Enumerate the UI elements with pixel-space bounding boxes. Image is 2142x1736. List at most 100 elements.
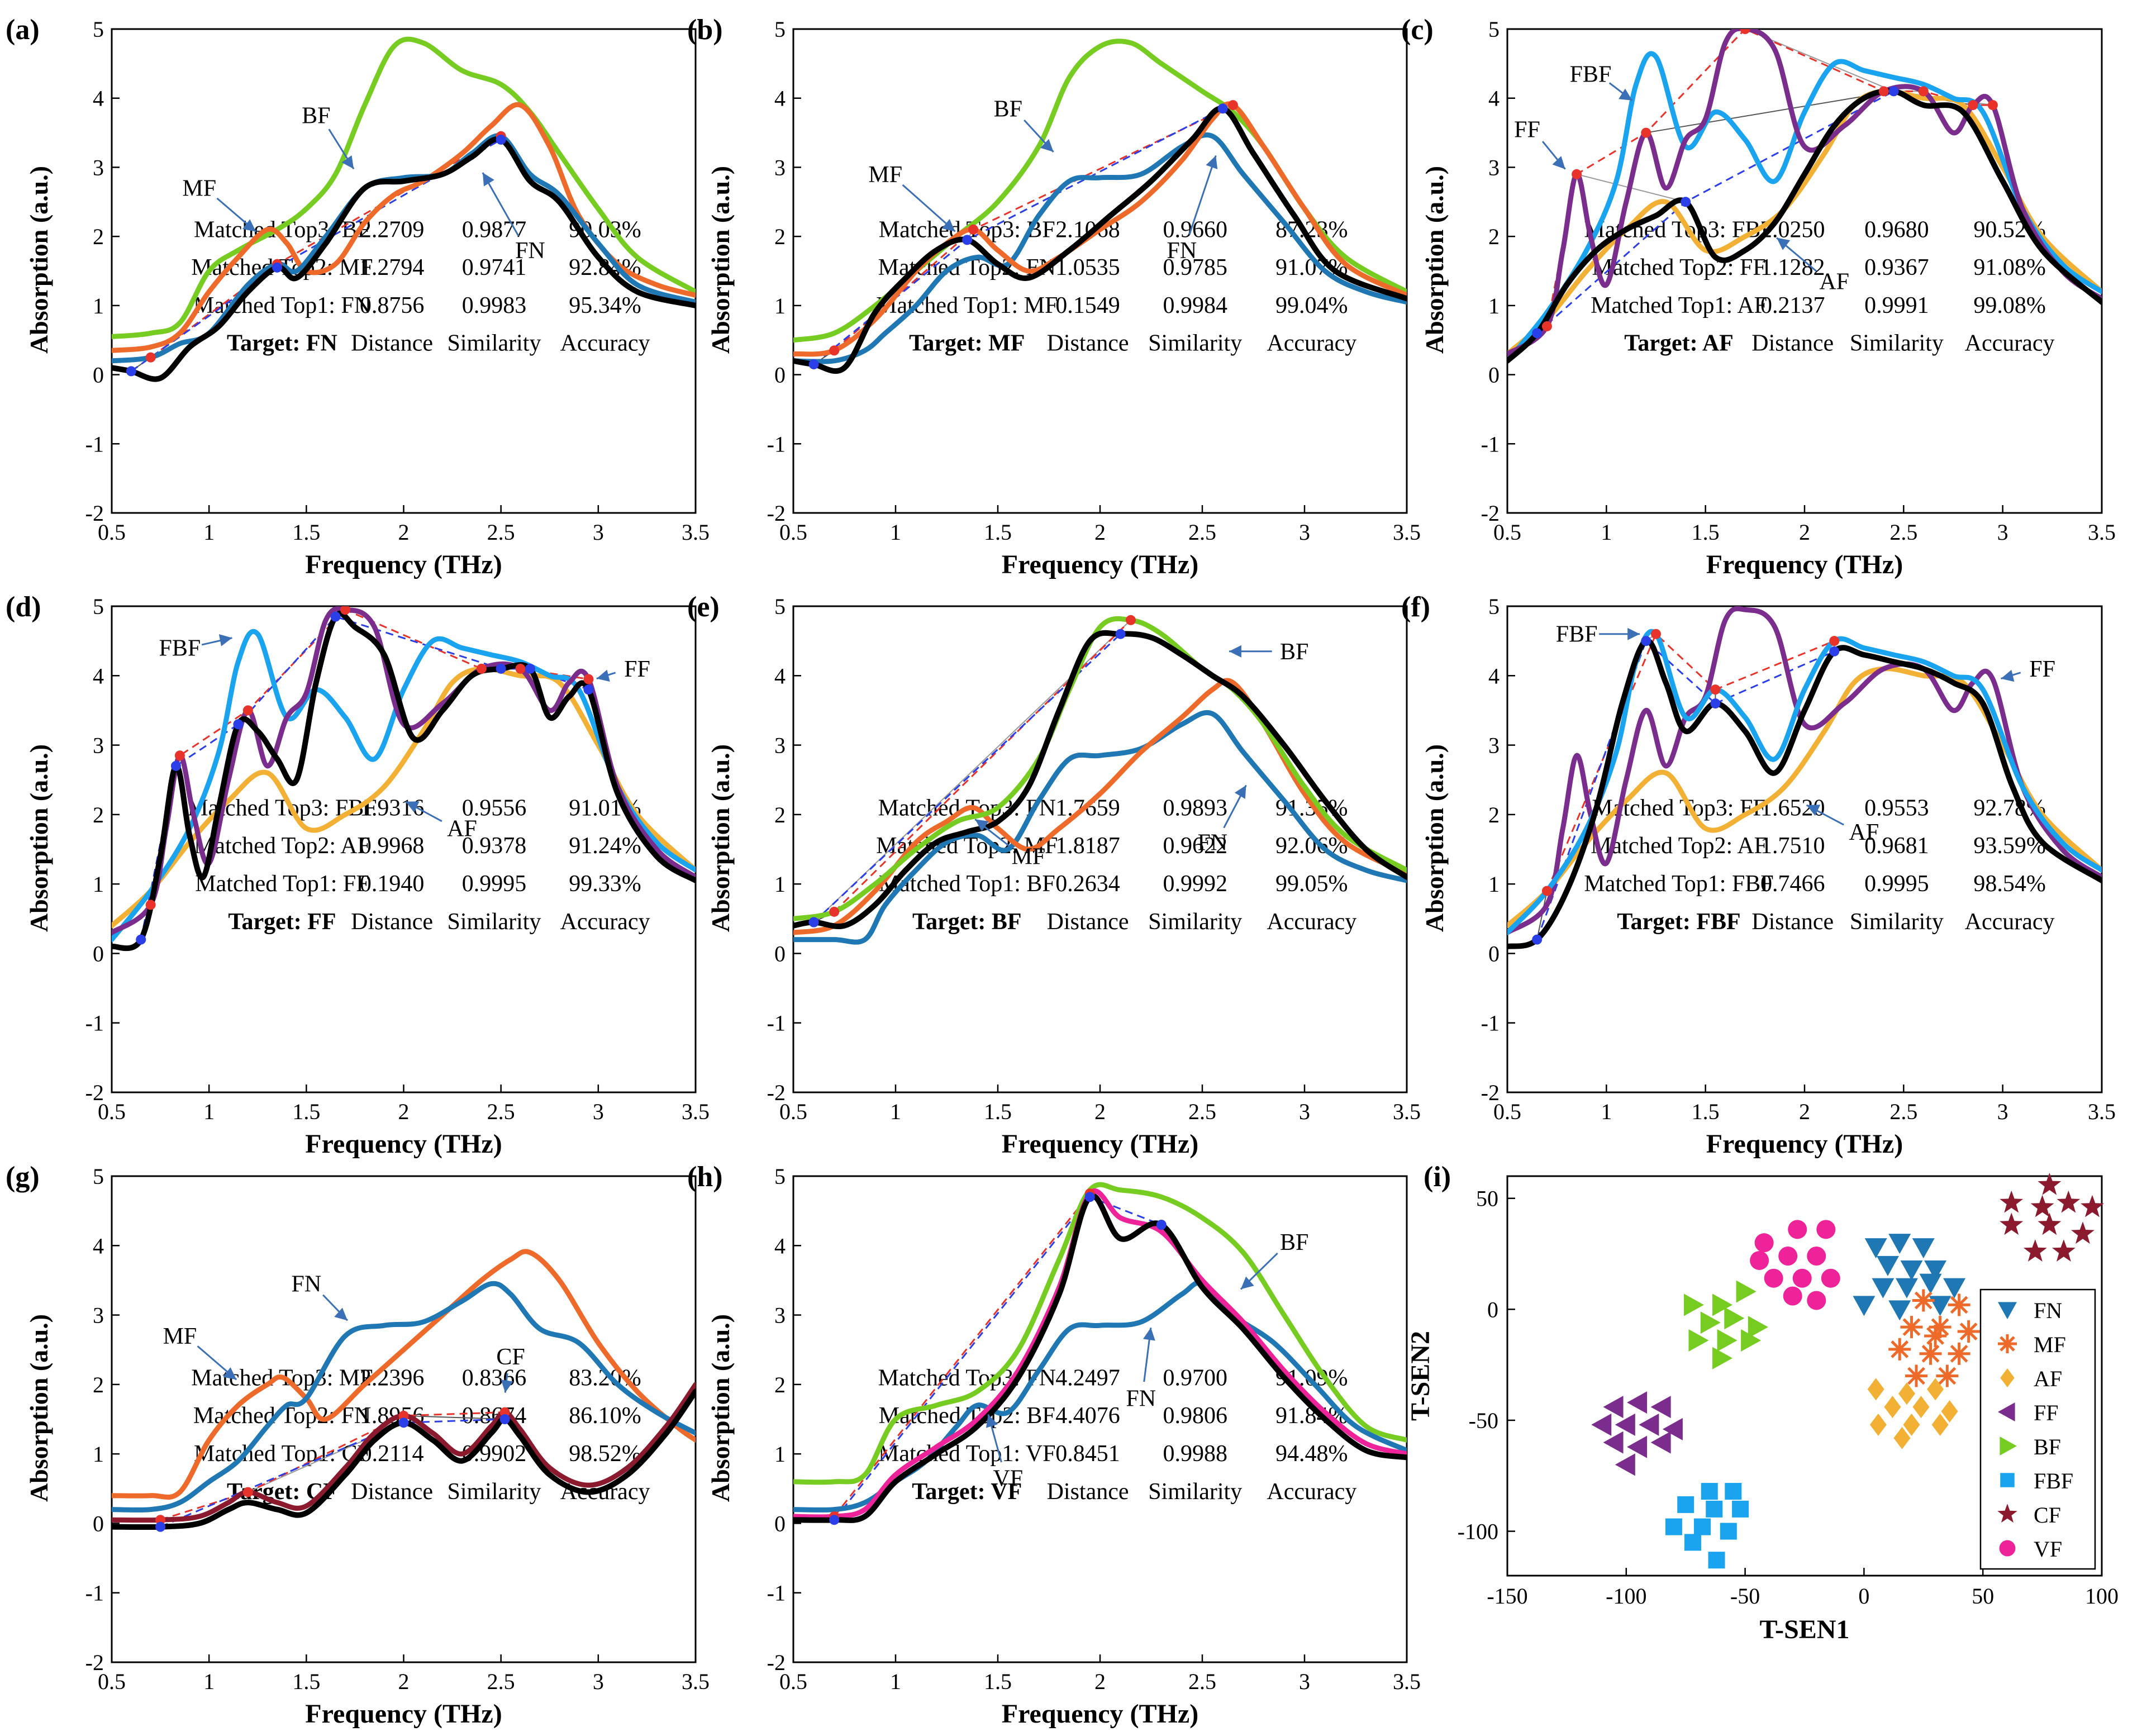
table-distance: 0.1940 [360, 871, 425, 897]
table-title: Target: FN [227, 330, 337, 356]
table-distance: 0.8451 [1055, 1441, 1120, 1467]
scatter-point [2081, 1195, 2104, 1217]
asterisk-stroke [1921, 1344, 1940, 1363]
y-tick-label: 2 [1488, 802, 1500, 827]
annotation-arrowhead [1040, 139, 1054, 152]
table-similarity: 0.9681 [1864, 833, 1929, 859]
panel-label: (i) [1424, 1161, 1451, 1193]
y-tick-label: 1 [774, 293, 786, 318]
peak-marker-target [525, 663, 535, 674]
table-similarity: 0.9785 [1163, 255, 1227, 280]
y-axis-label: Absorption (a.u.) [706, 1314, 735, 1502]
peak-marker-matched [829, 345, 840, 356]
y-tick-label: -1 [85, 1011, 104, 1036]
table-similarity: 0.9660 [1163, 217, 1227, 243]
x-axis-label: Frequency (THz) [305, 1699, 502, 1729]
scatter-point [1853, 1296, 1876, 1316]
table-similarity: 0.9741 [462, 255, 527, 280]
plot-area [1507, 29, 2102, 364]
curve-target [112, 1388, 696, 1530]
x-axis-label: Frequency (THz) [1002, 1129, 1198, 1159]
y-tick-label: -1 [767, 1581, 786, 1606]
y-tick-label: 5 [774, 17, 786, 42]
table-accuracy: 98.52% [569, 1441, 641, 1467]
scatter-point [2052, 1239, 2076, 1262]
peak-marker-matched [1651, 629, 1661, 639]
scatter-point [1948, 1293, 1970, 1316]
scatter-point [2071, 1221, 2095, 1244]
peak-marker-target [1710, 698, 1721, 708]
annotation-label: MF [868, 162, 902, 188]
y-tick-label: 5 [93, 594, 104, 619]
peak-marker-matched [1541, 886, 1552, 896]
peak-marker-matched [398, 1410, 409, 1421]
x-axis-label: Frequency (THz) [305, 550, 502, 579]
annotation-arrowhead [1552, 156, 1565, 169]
x-tick-label: 2 [398, 1099, 410, 1124]
peak-marker-target [962, 235, 973, 245]
x-tick-label: 0.5 [779, 1099, 807, 1124]
x-tick-label: 3 [593, 1669, 604, 1694]
y-tick-label: -100 [1458, 1519, 1498, 1544]
scatter-point [1706, 1500, 1723, 1518]
table-header: Accuracy [560, 330, 650, 356]
y-axis-label: Absorption (a.u.) [706, 744, 735, 932]
annotation-arrowhead [1143, 1328, 1155, 1341]
scatter-point [1893, 1426, 1911, 1449]
y-tick-label: 4 [93, 86, 104, 111]
x-tick-label: 2 [398, 1669, 410, 1694]
table-distance: 4.2497 [1055, 1365, 1120, 1391]
y-tick-label: 1 [93, 1442, 104, 1467]
y-tick-label: 5 [1488, 594, 1500, 619]
scatter-point [2000, 1190, 2024, 1213]
annotation-label: FF [2029, 657, 2055, 682]
legend-label: VF [2034, 1537, 2062, 1562]
table-row-label: Matched Top1: FF [195, 871, 369, 897]
scatter-point [1924, 1325, 1947, 1347]
y-tick-label: 0 [774, 941, 786, 966]
x-tick-label: 3 [1299, 520, 1310, 545]
table-header: Similarity [1148, 330, 1242, 356]
x-axis-label: Frequency (THz) [1706, 550, 1903, 579]
y-tick-label: 2 [93, 1372, 104, 1397]
scatter-point [1997, 1504, 2017, 1523]
peak-marker-target [1641, 636, 1651, 646]
scatter-point [1900, 1316, 1923, 1339]
y-tick-label: 5 [1488, 17, 1500, 42]
x-tick-label: 3 [1997, 1099, 2008, 1124]
scatter-point [1712, 1293, 1733, 1316]
axes-frame [1506, 1175, 2103, 1577]
scatter-point [1941, 1400, 1958, 1423]
scatter-point [1717, 1329, 1738, 1352]
x-tick-label: 2.5 [1188, 1099, 1216, 1124]
scatter-point [2023, 1239, 2047, 1262]
x-axis-label: Frequency (THz) [1002, 550, 1198, 579]
peak-marker-target [398, 1418, 409, 1428]
panel-f: 0.5 1 1.5 2 2.5 3 3.5 -2 -1 0 1 2 3 4 5 Frequency (THz)… [1401, 591, 2116, 1159]
annotation-label: FN [1197, 830, 1227, 856]
scatter-point [1764, 1268, 1783, 1288]
asterisk-stroke [1950, 1344, 1968, 1363]
y-tick-label: -2 [85, 1080, 104, 1105]
table-title: Target: FF [228, 909, 336, 935]
table-distance: 1.0535 [1055, 255, 1120, 280]
x-tick-label: 50 [1972, 1583, 1994, 1609]
annotation-label: BF [302, 103, 330, 129]
y-tick-label: 1 [1488, 872, 1500, 897]
peak-marker-matched [145, 352, 156, 363]
x-tick-label: 3.5 [2088, 1099, 2116, 1124]
annotation-label: AF [1819, 269, 1849, 295]
y-tick-label: 4 [774, 86, 786, 111]
annotation-arrowhead [2001, 669, 2015, 682]
y-tick-label: 1 [93, 872, 104, 897]
panel-c: 0.5 1 1.5 2 2.5 3 3.5 -2 -1 0 1 2 3 4 5 Frequency (THz)… [1401, 14, 2116, 579]
table-row-label: Matched Top1: VF [878, 1441, 1056, 1467]
y-axis-label: T-SEN2 [1406, 1331, 1435, 1421]
annotation-arrowhead [223, 1367, 237, 1380]
y-tick-label: 0 [93, 363, 104, 388]
table-accuracy: 95.34% [569, 293, 641, 318]
y-tick-label: 3 [774, 155, 786, 180]
scatter-point [1665, 1518, 1682, 1535]
table-similarity: 0.9991 [1864, 293, 1929, 318]
